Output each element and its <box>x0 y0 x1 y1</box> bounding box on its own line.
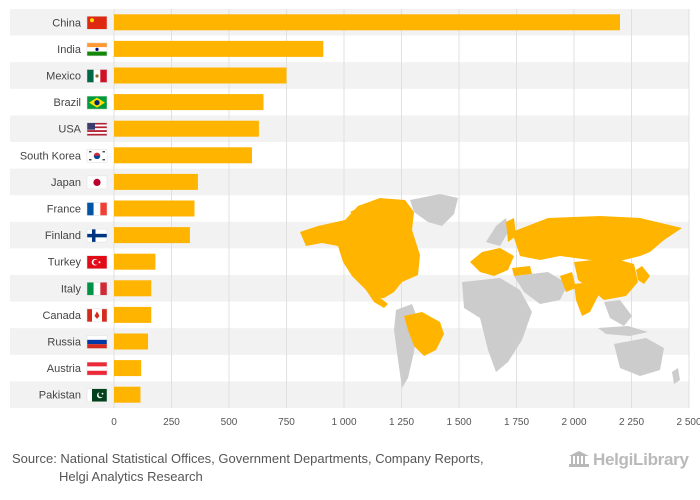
austria-flag-icon <box>86 361 108 376</box>
bar <box>114 360 142 377</box>
map-southeast-asia <box>604 300 632 326</box>
usa-flag-icon <box>86 122 108 136</box>
x-tick-label: 1 000 <box>331 417 356 428</box>
category-label: France <box>47 204 81 216</box>
category-label: Japan <box>51 177 81 189</box>
pakistan-flag-icon <box>86 388 108 402</box>
category-labels: China India Mexico Brazil USA South Korea Japa… <box>20 17 82 401</box>
map-korea-japan <box>636 266 650 284</box>
bar <box>114 173 198 190</box>
category-label: Canada <box>42 310 81 322</box>
category-label: South Korea <box>20 150 82 162</box>
category-label: Italy <box>61 283 82 295</box>
turkey-flag-icon <box>86 255 108 269</box>
row-stripes <box>10 9 689 408</box>
source-line-2: Helgi Analytics Research <box>59 469 203 484</box>
category-label: China <box>52 17 82 29</box>
category-label: USA <box>58 124 81 136</box>
france-flag-icon <box>86 202 108 216</box>
map-pakistan <box>560 272 576 292</box>
row-stripe <box>10 168 689 196</box>
bar <box>114 200 195 217</box>
map-russia <box>512 216 682 262</box>
category-label: Turkey <box>48 257 82 269</box>
bar-chart: China India Mexico Brazil USA South Korea Japa… <box>10 9 700 428</box>
map-africa <box>462 278 532 372</box>
map-turkey <box>512 266 532 276</box>
map-new-zealand <box>672 368 680 384</box>
bar <box>114 120 259 137</box>
bar <box>114 280 152 297</box>
logo-text: HelgiLibrary <box>593 450 689 469</box>
bar <box>114 40 324 57</box>
x-tick-label: 1 500 <box>446 417 471 428</box>
map-europe <box>470 248 514 276</box>
flag-icons <box>86 16 108 402</box>
source-note: Source: National Statistical Offices, Go… <box>12 450 484 486</box>
finland-flag-icon <box>86 228 108 243</box>
bar <box>114 67 287 84</box>
x-tick-label: 2 000 <box>561 417 586 428</box>
map-china <box>574 258 638 300</box>
category-label: Russia <box>47 337 82 349</box>
x-tick-label: 250 <box>163 417 180 428</box>
x-tick-label: 1 250 <box>389 417 414 428</box>
x-tick-label: 750 <box>278 417 295 428</box>
category-label: Mexico <box>46 71 81 83</box>
china-flag-icon <box>86 16 108 30</box>
russia-flag-icon <box>86 335 108 349</box>
south-korea-flag-icon <box>86 149 108 163</box>
x-tick-label: 500 <box>221 417 238 428</box>
helgi-library-logo: HelgiLibrary <box>568 450 689 470</box>
bars <box>114 14 620 403</box>
bar <box>114 253 156 270</box>
category-label: Pakistan <box>39 390 81 402</box>
map-scandinavia <box>486 218 508 246</box>
bar <box>114 386 141 403</box>
category-label: India <box>57 44 82 56</box>
map-indonesia <box>598 326 648 336</box>
category-label: Finland <box>45 230 81 242</box>
bar <box>114 333 149 350</box>
map-middle-east <box>514 272 568 304</box>
mexico-flag-icon <box>86 69 108 83</box>
bar <box>114 14 620 31</box>
japan-flag-icon <box>86 175 108 190</box>
map-australia <box>614 338 664 376</box>
map-central-america <box>366 290 388 308</box>
row-stripe <box>10 115 689 142</box>
india-flag-icon <box>86 42 108 57</box>
x-tick-label: 0 <box>111 417 117 428</box>
bar <box>114 227 190 244</box>
bar <box>114 306 152 323</box>
row-stripe <box>10 62 689 89</box>
brazil-flag-icon <box>86 95 108 110</box>
map-canada-arctic <box>350 204 380 218</box>
bar <box>114 147 252 164</box>
library-building-icon <box>568 451 590 467</box>
map-north-america <box>300 198 420 298</box>
canada-flag-icon <box>86 308 108 323</box>
map-brazil <box>404 312 444 356</box>
x-axis-ticks: 0 250 500 750 1 000 1 250 1 500 1 750 2 000 2 250… <box>111 417 700 428</box>
source-line-1: Source: National Statistical Offices, Go… <box>12 451 484 466</box>
category-label: Brazil <box>53 97 81 109</box>
category-label: Austria <box>47 363 82 375</box>
x-tick-label: 2 250 <box>619 417 644 428</box>
row-stripe <box>10 328 689 355</box>
bar <box>114 94 264 111</box>
x-tick-label: 2 500 <box>676 417 700 428</box>
row-stripe <box>10 381 689 408</box>
world-map <box>300 194 682 388</box>
x-tick-label: 1 750 <box>504 417 529 428</box>
map-greenland <box>410 194 458 226</box>
italy-flag-icon <box>86 282 108 296</box>
